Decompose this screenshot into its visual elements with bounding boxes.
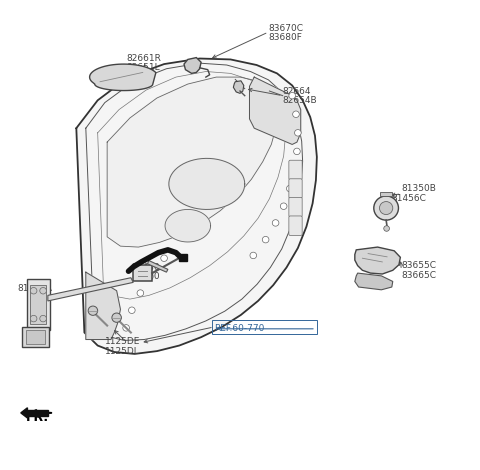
Text: 1125DE: 1125DE <box>105 337 140 346</box>
FancyBboxPatch shape <box>289 216 302 235</box>
Polygon shape <box>76 58 317 354</box>
Text: REF.60-770: REF.60-770 <box>214 324 264 333</box>
FancyBboxPatch shape <box>289 179 302 198</box>
Text: 82654B: 82654B <box>283 96 317 105</box>
Circle shape <box>40 288 47 294</box>
Circle shape <box>289 93 296 99</box>
Text: 83680F: 83680F <box>268 33 302 42</box>
Polygon shape <box>355 247 400 274</box>
FancyBboxPatch shape <box>289 197 302 217</box>
Circle shape <box>161 255 168 261</box>
Circle shape <box>262 236 269 243</box>
Polygon shape <box>147 260 168 272</box>
Polygon shape <box>250 77 301 144</box>
Polygon shape <box>107 77 277 247</box>
Text: 83670C: 83670C <box>268 24 303 33</box>
Circle shape <box>30 315 37 322</box>
Circle shape <box>123 325 130 331</box>
Polygon shape <box>233 81 244 94</box>
Text: 82664: 82664 <box>283 86 311 95</box>
Polygon shape <box>355 273 393 290</box>
Polygon shape <box>169 158 245 210</box>
Circle shape <box>129 307 135 313</box>
Circle shape <box>287 185 293 192</box>
Polygon shape <box>27 410 48 416</box>
Polygon shape <box>30 285 47 324</box>
Polygon shape <box>184 58 201 73</box>
Polygon shape <box>165 210 211 242</box>
Text: 81389A: 81389A <box>17 284 52 293</box>
Text: 82651L: 82651L <box>126 63 160 72</box>
Circle shape <box>374 196 398 220</box>
Text: 83665C: 83665C <box>401 271 436 280</box>
Circle shape <box>280 203 287 210</box>
Text: FR.: FR. <box>25 411 48 423</box>
Polygon shape <box>48 278 133 301</box>
Text: 79490: 79490 <box>131 272 159 282</box>
Text: 81456C: 81456C <box>392 194 427 203</box>
Polygon shape <box>381 192 392 196</box>
Circle shape <box>291 167 298 173</box>
Polygon shape <box>22 327 49 347</box>
Circle shape <box>250 252 257 258</box>
Text: 83655C: 83655C <box>401 261 436 270</box>
Circle shape <box>380 202 393 215</box>
Text: 82661R: 82661R <box>126 54 161 63</box>
Polygon shape <box>133 265 152 282</box>
Circle shape <box>384 226 389 231</box>
Polygon shape <box>21 408 27 418</box>
Circle shape <box>137 290 144 296</box>
Polygon shape <box>90 64 156 91</box>
Polygon shape <box>26 279 50 330</box>
Polygon shape <box>86 272 120 339</box>
Circle shape <box>146 274 153 280</box>
Circle shape <box>88 306 97 315</box>
Circle shape <box>112 313 121 322</box>
Polygon shape <box>25 330 46 344</box>
Circle shape <box>293 111 300 118</box>
Text: 79480: 79480 <box>131 263 159 272</box>
Circle shape <box>294 148 300 155</box>
Circle shape <box>30 288 37 294</box>
FancyBboxPatch shape <box>179 254 187 260</box>
Circle shape <box>272 219 279 226</box>
Circle shape <box>295 130 301 136</box>
Circle shape <box>40 315 47 322</box>
Text: 1125DL: 1125DL <box>105 346 140 356</box>
FancyBboxPatch shape <box>289 160 302 180</box>
Text: 81350B: 81350B <box>401 184 436 193</box>
